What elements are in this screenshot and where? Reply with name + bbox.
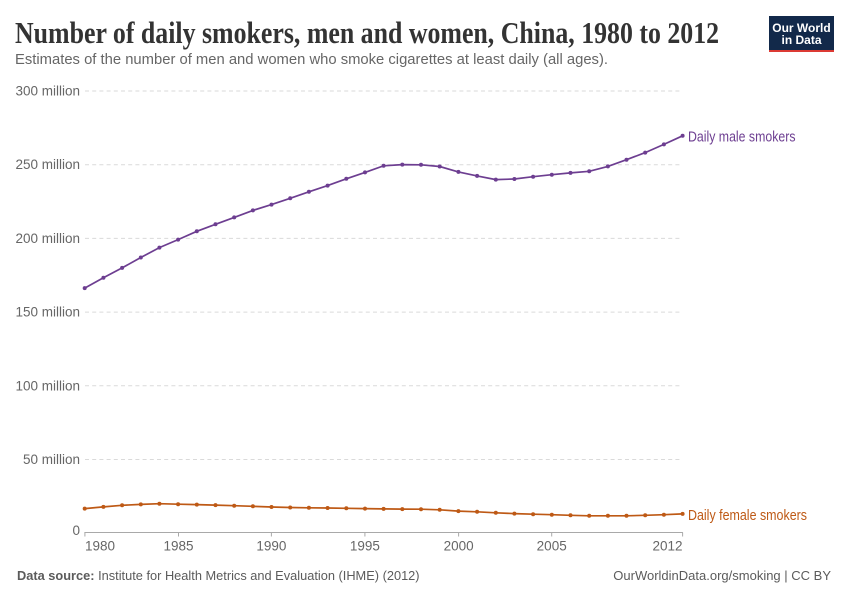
svg-text:1995: 1995	[350, 538, 380, 553]
svg-text:1990: 1990	[256, 538, 286, 553]
svg-text:2005: 2005	[537, 538, 567, 553]
svg-text:250 million: 250 million	[15, 157, 80, 172]
svg-text:Daily female smokers: Daily female smokers	[688, 507, 807, 524]
svg-text:300 million: 300 million	[15, 84, 80, 99]
svg-text:2012: 2012	[652, 538, 682, 553]
svg-text:0: 0	[72, 523, 80, 538]
svg-text:2000: 2000	[444, 538, 474, 553]
svg-text:100 million: 100 million	[15, 378, 80, 393]
svg-text:200 million: 200 million	[15, 231, 80, 246]
svg-text:Daily male smokers: Daily male smokers	[688, 129, 796, 146]
svg-text:1980: 1980	[85, 538, 115, 553]
svg-text:50 million: 50 million	[23, 452, 80, 467]
svg-text:150 million: 150 million	[15, 305, 80, 320]
svg-text:1985: 1985	[163, 538, 193, 553]
